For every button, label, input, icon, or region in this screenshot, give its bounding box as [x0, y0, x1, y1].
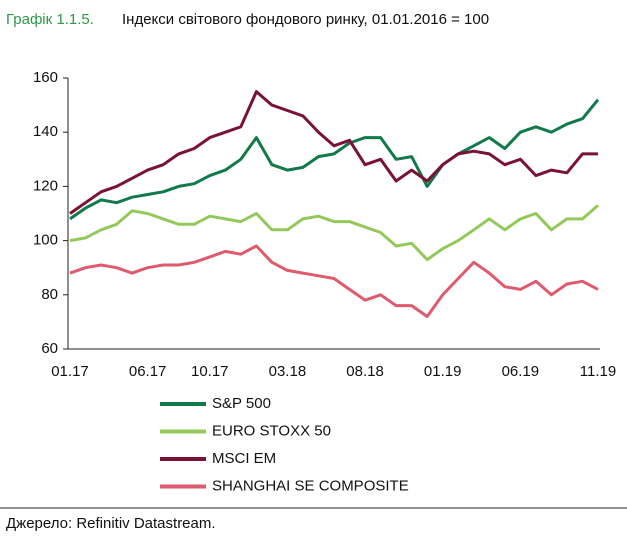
x-tick-label: 11.19	[580, 363, 616, 380]
series-line	[69, 90, 598, 215]
x-tick-label: 10.17	[191, 363, 229, 380]
legend-label: MSCI EM	[212, 450, 276, 467]
legend-label: SHANGHAI SE COMPOSITE	[212, 477, 409, 494]
y-tick-label: 100	[33, 232, 58, 249]
series-line	[69, 244, 599, 318]
x-tick-label: 08.18	[346, 363, 384, 380]
chart-title-label: Графік 1.1.5.	[6, 11, 94, 28]
legend-label: S&P 500	[212, 395, 271, 412]
x-tick-label: 06.17	[129, 363, 167, 380]
x-tick-label: 01.19	[424, 363, 462, 380]
chart-title: Індекси світового фондового ринку, 01.01…	[122, 11, 489, 28]
y-tick-label: 80	[41, 286, 58, 303]
y-tick-label: 120	[33, 177, 58, 194]
source: Джерело: Refinitiv Datastream.	[6, 515, 216, 532]
y-tick-label: 160	[33, 69, 58, 86]
y-tick-label: 140	[33, 123, 58, 140]
x-tick-label: 01.17	[51, 363, 89, 380]
y-tick-label: 60	[41, 340, 58, 357]
series-line	[69, 98, 600, 221]
series-line	[69, 204, 599, 262]
x-tick-label: 06.19	[502, 363, 540, 380]
legend-label: EURO STOXX 50	[212, 422, 331, 439]
x-tick-label: 03.18	[269, 363, 307, 380]
